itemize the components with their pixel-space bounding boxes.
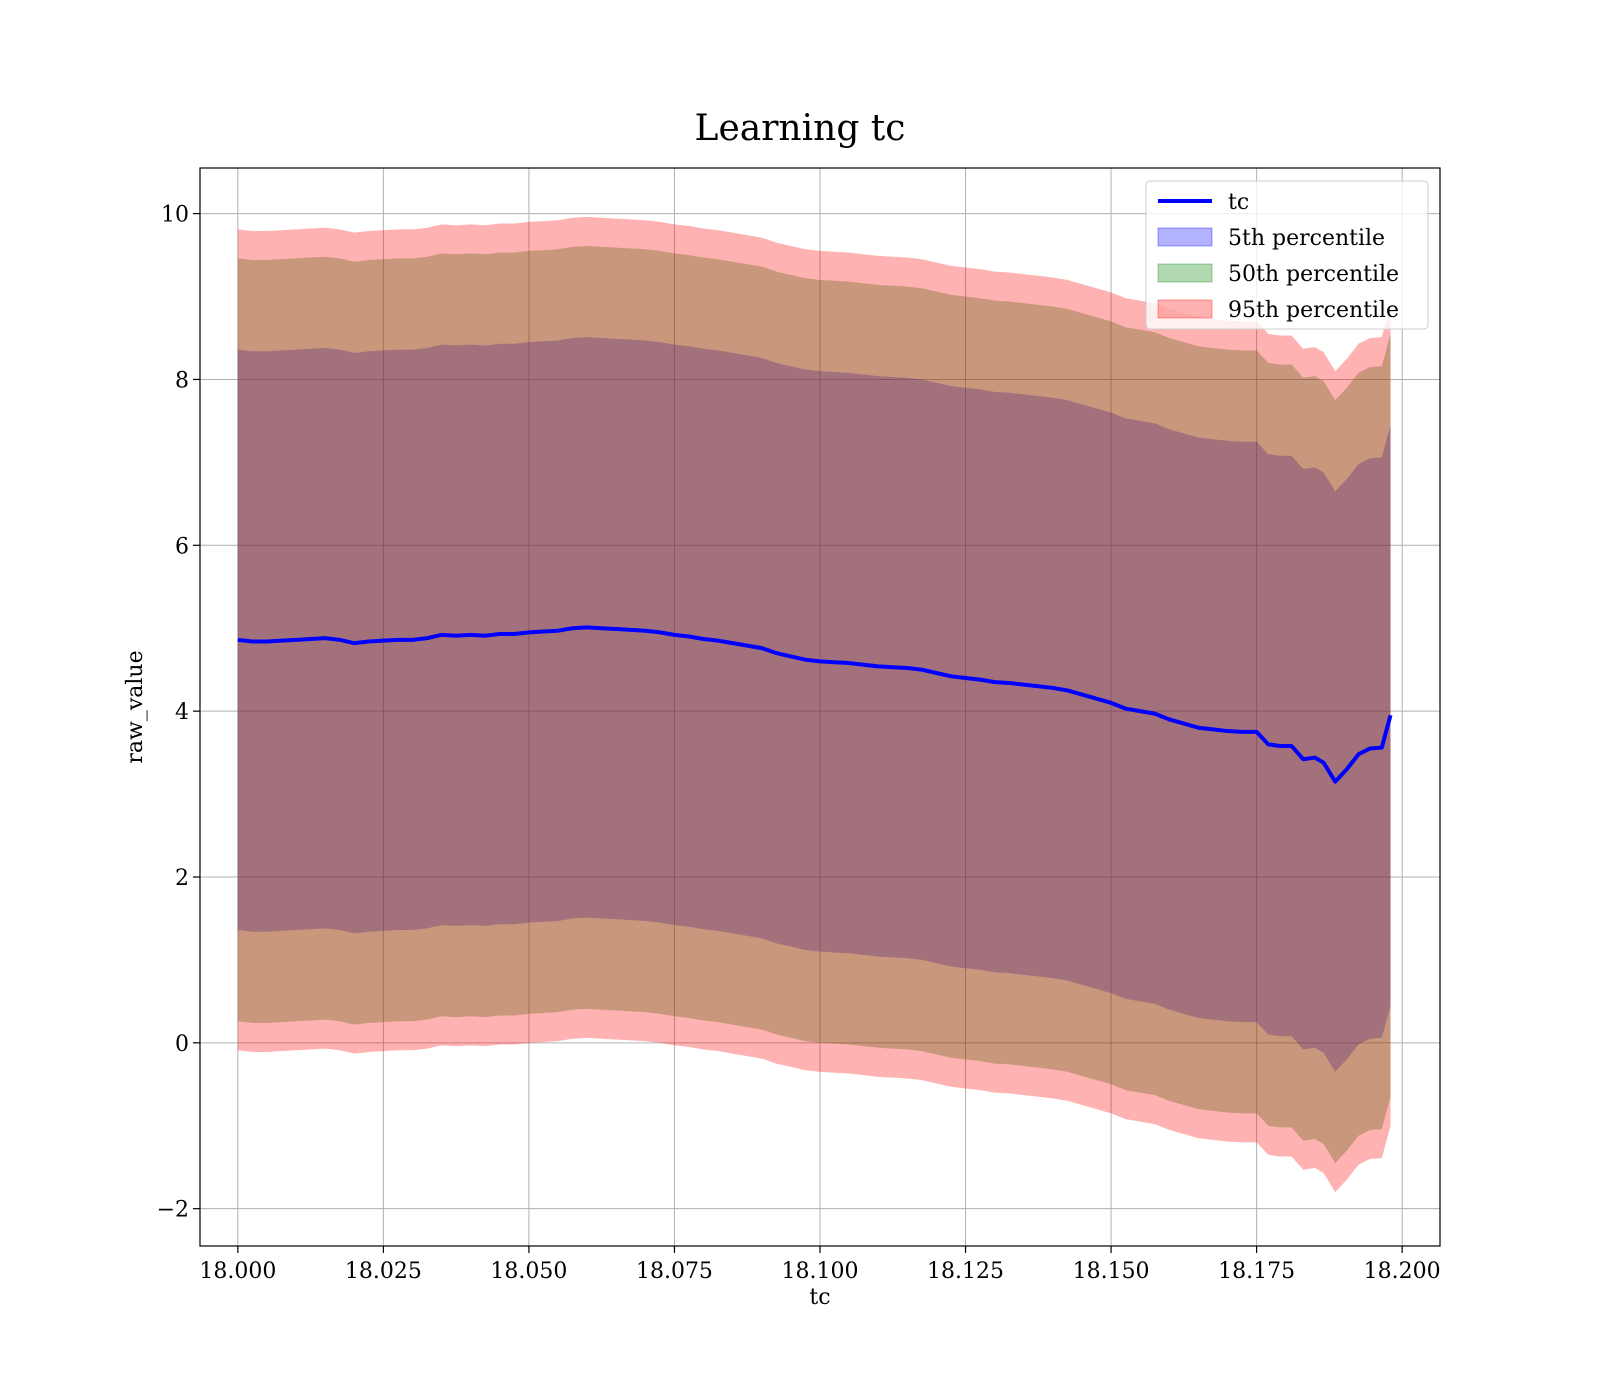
y-tick-label: 0 xyxy=(175,1032,189,1057)
legend-swatch-50th-percentile xyxy=(1157,263,1213,283)
x-tick-label: 18.150 xyxy=(1073,1259,1150,1284)
legend-label: 5th percentile xyxy=(1228,226,1385,251)
legend-label: tc xyxy=(1228,190,1249,215)
ticks: 18.000 18.025 18.050 18.075 18.100 18.125 18.1… xyxy=(157,203,1441,1284)
x-tick-label: 18.025 xyxy=(345,1259,422,1284)
legend-label: 50th percentile xyxy=(1228,262,1399,287)
x-tick-label: 18.000 xyxy=(199,1259,276,1284)
x-tick-label: 18.050 xyxy=(490,1259,567,1284)
y-axis-label: raw_value xyxy=(123,650,148,763)
x-tick-label: 18.100 xyxy=(782,1259,859,1284)
x-tick-label: 18.200 xyxy=(1364,1259,1441,1284)
y-tick-label: 10 xyxy=(161,203,189,228)
x-tick-label: 18.125 xyxy=(927,1259,1004,1284)
legend-box xyxy=(1145,180,1429,330)
tc-line xyxy=(237,625,1393,784)
y-tick-label: −2 xyxy=(157,1198,189,1223)
tc-line-layer xyxy=(237,625,1393,784)
y-tick-label: 6 xyxy=(175,534,189,559)
legend-swatch-5th-percentile xyxy=(1157,227,1213,247)
x-tick-label: 18.175 xyxy=(1218,1259,1295,1284)
y-tick-label: 2 xyxy=(175,866,189,891)
chart-title: Learning tc xyxy=(695,108,906,149)
legend-swatch-95th-percentile xyxy=(1157,299,1213,319)
legend-label: 95th percentile xyxy=(1228,298,1399,323)
grid xyxy=(200,168,1440,1246)
band-95th-percentile xyxy=(237,216,1391,1193)
y-tick-label: 4 xyxy=(175,700,189,725)
x-tick-label: 18.075 xyxy=(636,1259,713,1284)
x-axis-label: tc xyxy=(809,1285,830,1310)
band-50th-percentile xyxy=(237,245,1391,1164)
y-tick-label: 8 xyxy=(175,368,189,393)
percentile-bands xyxy=(237,216,1391,1193)
band-5th-percentile xyxy=(237,337,1391,1072)
legend: tc 5th percentile 50th percentile 95th perc… xyxy=(1145,180,1429,330)
